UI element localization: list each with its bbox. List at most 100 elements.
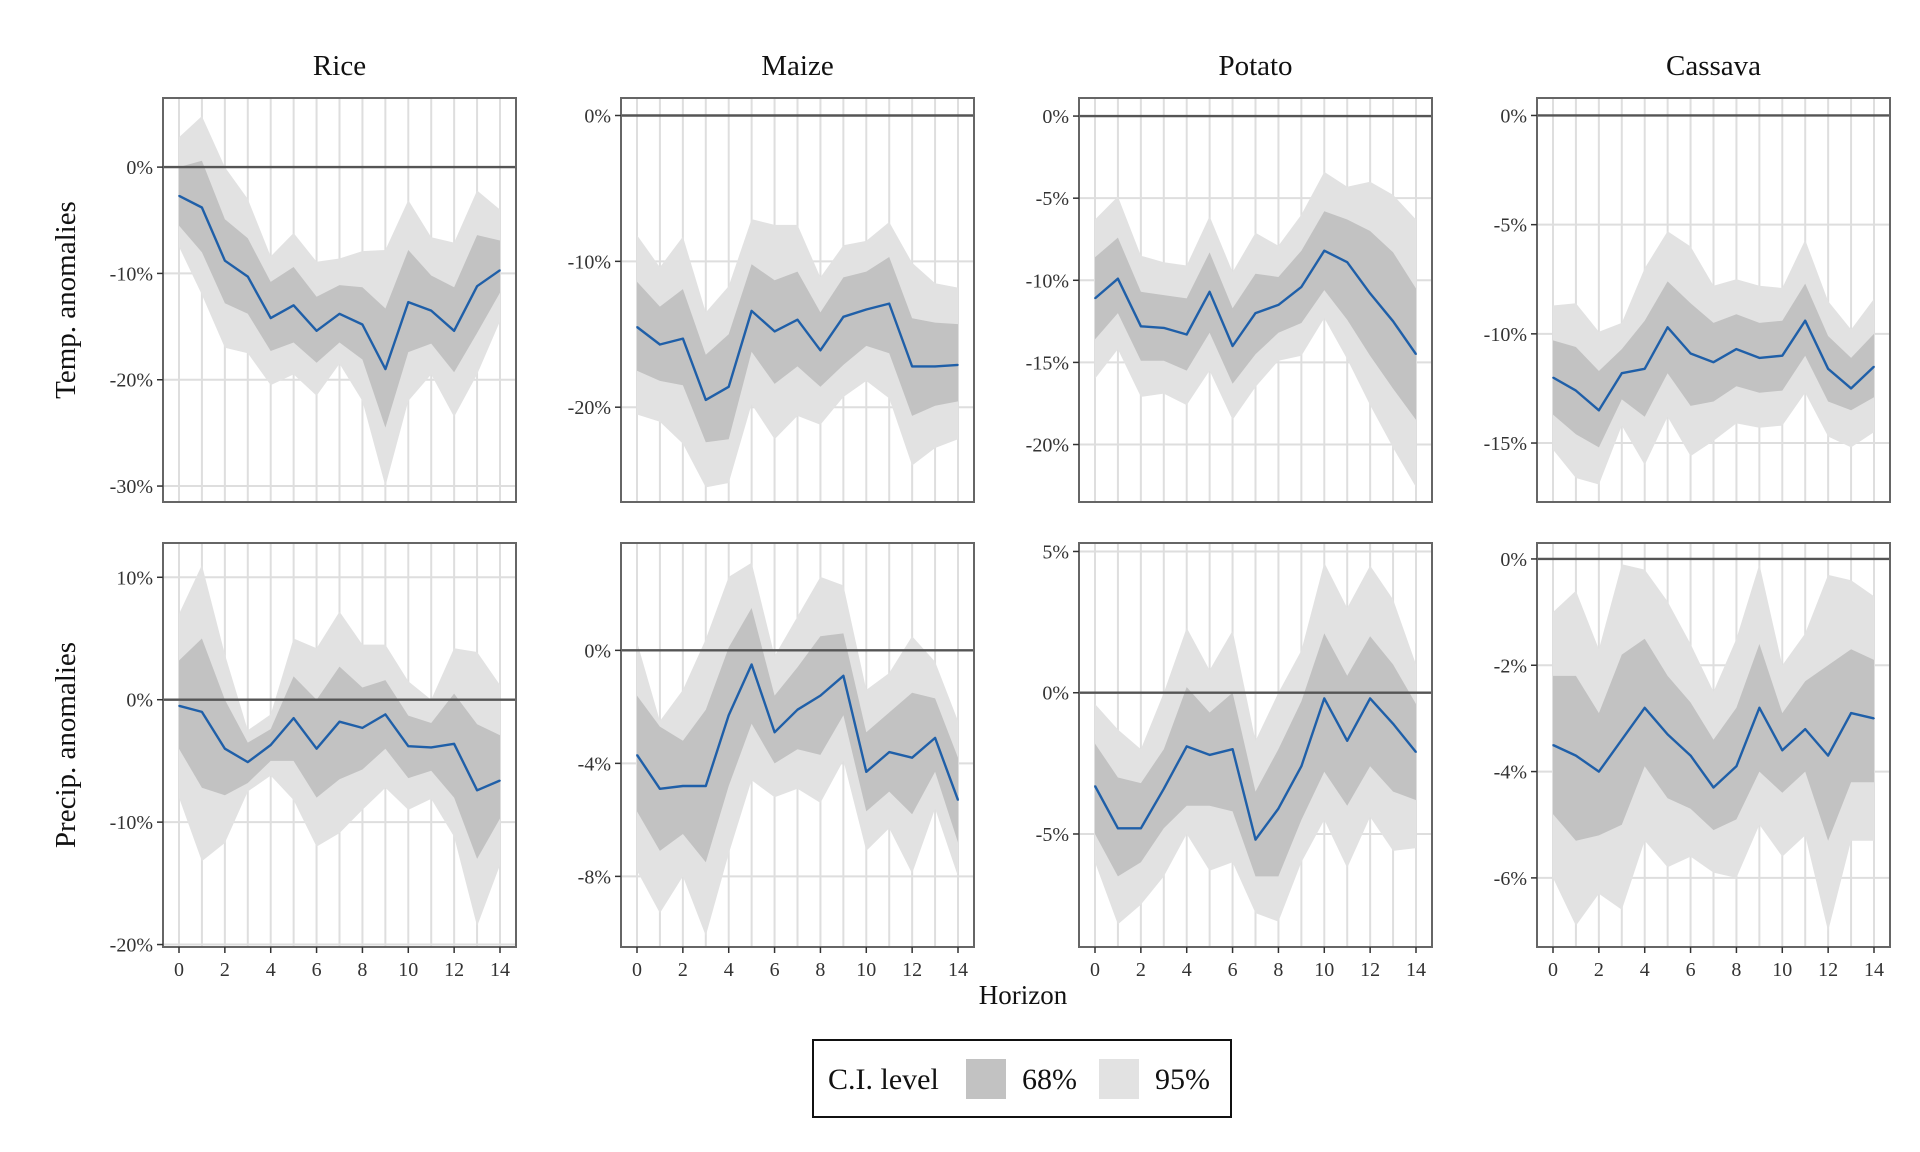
x-tick-label: 10 <box>398 959 418 981</box>
estimate-point <box>178 705 180 707</box>
x-tick-label: 0 <box>1548 959 1558 981</box>
ci-68-band <box>637 257 958 443</box>
x-tick-label: 8 <box>1273 959 1283 981</box>
y-tick-label: -8% <box>578 866 611 888</box>
x-tick-label: 10 <box>856 959 876 981</box>
estimate-point <box>201 711 203 713</box>
panel-potato-temp: 0% -5% -10% -15% -20% <box>1026 97 1433 503</box>
x-tick-label: 6 <box>312 959 322 981</box>
panel-plot-area <box>1079 98 1432 502</box>
estimate-point <box>1666 326 1669 329</box>
y-tick-label: -15% <box>1484 433 1527 455</box>
estimate-point <box>361 727 364 729</box>
panel-rice-precip: 10% 0% -10% -20% 0 2 4 6 8 10 12 14 <box>110 542 517 981</box>
estimate-point <box>934 365 936 368</box>
y-tick-label: 5% <box>1042 541 1069 563</box>
ci-68-band <box>179 638 500 859</box>
panel-plot-area <box>1079 543 1432 947</box>
panel-maize-precip: 0% -4% -8% 0 2 4 6 8 10 12 14 <box>578 542 975 981</box>
panel-border <box>620 97 975 503</box>
estimate-point <box>269 744 272 746</box>
ci-68-band <box>1553 638 1874 841</box>
estimate-point <box>1162 327 1165 329</box>
panel-border <box>162 97 517 503</box>
y-tick-label: -20% <box>1026 435 1069 457</box>
estimate-point <box>315 747 318 750</box>
estimate-point <box>1323 697 1326 700</box>
panel-cassava-precip: 0% -2% -4% -6% 0 2 4 6 8 10 12 14 <box>1494 542 1891 981</box>
estimate-point <box>178 195 180 197</box>
panel-cassava-temp: 0% -5% -10% -15% <box>1484 97 1891 503</box>
estimate-point <box>1392 723 1394 725</box>
estimate-point <box>201 206 203 209</box>
y-tick-label: -4% <box>578 753 611 775</box>
estimate-point <box>453 742 455 745</box>
estimate-point <box>1254 312 1257 314</box>
x-tick-label: 14 <box>948 959 968 981</box>
estimate-point <box>1735 348 1738 350</box>
x-tick-label: 12 <box>902 959 922 981</box>
column-title-potato: Potato <box>1218 50 1292 82</box>
y-tick-label: -10% <box>568 251 611 273</box>
x-tick-label: 4 <box>724 959 734 981</box>
y-tick-label: 0% <box>126 690 153 712</box>
estimate-point <box>819 694 822 697</box>
estimate-point <box>1804 319 1807 322</box>
panel-plot-area <box>163 543 516 947</box>
estimate-point <box>1300 286 1303 288</box>
panel-rice-temp: 0% -10% -20% -30% <box>110 97 517 503</box>
x-tick-label: 6 <box>770 959 780 981</box>
estimate-point <box>338 313 341 315</box>
x-axis-title: Horizon <box>979 980 1068 1010</box>
legend-label-95: 95% <box>1155 1063 1210 1096</box>
panel-border <box>620 542 975 948</box>
x-tick-label: 0 <box>1090 959 1100 981</box>
x-tick-label: 0 <box>174 959 184 981</box>
estimate-point <box>246 761 249 763</box>
estimate-point <box>704 399 707 401</box>
estimate-point <box>269 317 272 319</box>
estimate-point <box>1575 754 1577 757</box>
x-tick-label: 8 <box>357 959 367 981</box>
estimate-point <box>1369 292 1371 295</box>
estimate-point <box>1369 697 1371 700</box>
panel-border <box>162 542 517 948</box>
y-tick-label: 0% <box>126 157 153 179</box>
estimate-point <box>430 309 433 312</box>
estimate-point <box>1140 325 1142 328</box>
estimate-point <box>1162 787 1165 790</box>
x-tick-label: 2 <box>1594 959 1604 981</box>
estimate-point <box>1620 738 1623 741</box>
estimate-point <box>1415 353 1417 355</box>
estimate-point <box>1254 838 1257 841</box>
estimate-point <box>957 364 959 366</box>
x-tick-label: 8 <box>815 959 825 981</box>
y-tick-label: -20% <box>110 935 153 957</box>
y-tick-label: 10% <box>116 567 153 589</box>
y-tick-label: -10% <box>1026 270 1069 292</box>
ci-95-band <box>637 562 958 936</box>
estimate-point <box>1231 748 1234 751</box>
estimate-point <box>1346 739 1349 742</box>
legend-title: C.I. level <box>828 1063 939 1096</box>
panel-grid: Rice Maize Potato Cassava Temp. anomalies Pre… <box>50 50 1891 981</box>
estimate-point <box>1575 389 1577 392</box>
estimate-point <box>888 302 891 305</box>
estimate-point <box>1277 304 1280 306</box>
x-tick-label: 2 <box>678 959 688 981</box>
estimate-point <box>1208 290 1211 293</box>
ci-68-band <box>1553 281 1874 448</box>
estimate-point <box>1117 277 1119 280</box>
column-title-maize: Maize <box>761 50 833 82</box>
estimate-point <box>292 717 295 719</box>
estimate-point <box>1323 249 1326 252</box>
panel-border <box>1078 542 1433 948</box>
estimate-point <box>636 326 638 328</box>
estimate-point <box>842 315 845 318</box>
y-tick-label: -4% <box>1494 762 1527 784</box>
panel-border <box>1536 97 1891 503</box>
panel-potato-precip: 5% 0% -5% 0 2 4 6 8 10 12 14 <box>1036 541 1433 981</box>
estimate-point <box>865 771 868 773</box>
estimate-point <box>1827 367 1829 370</box>
estimate-point <box>1781 354 1784 357</box>
